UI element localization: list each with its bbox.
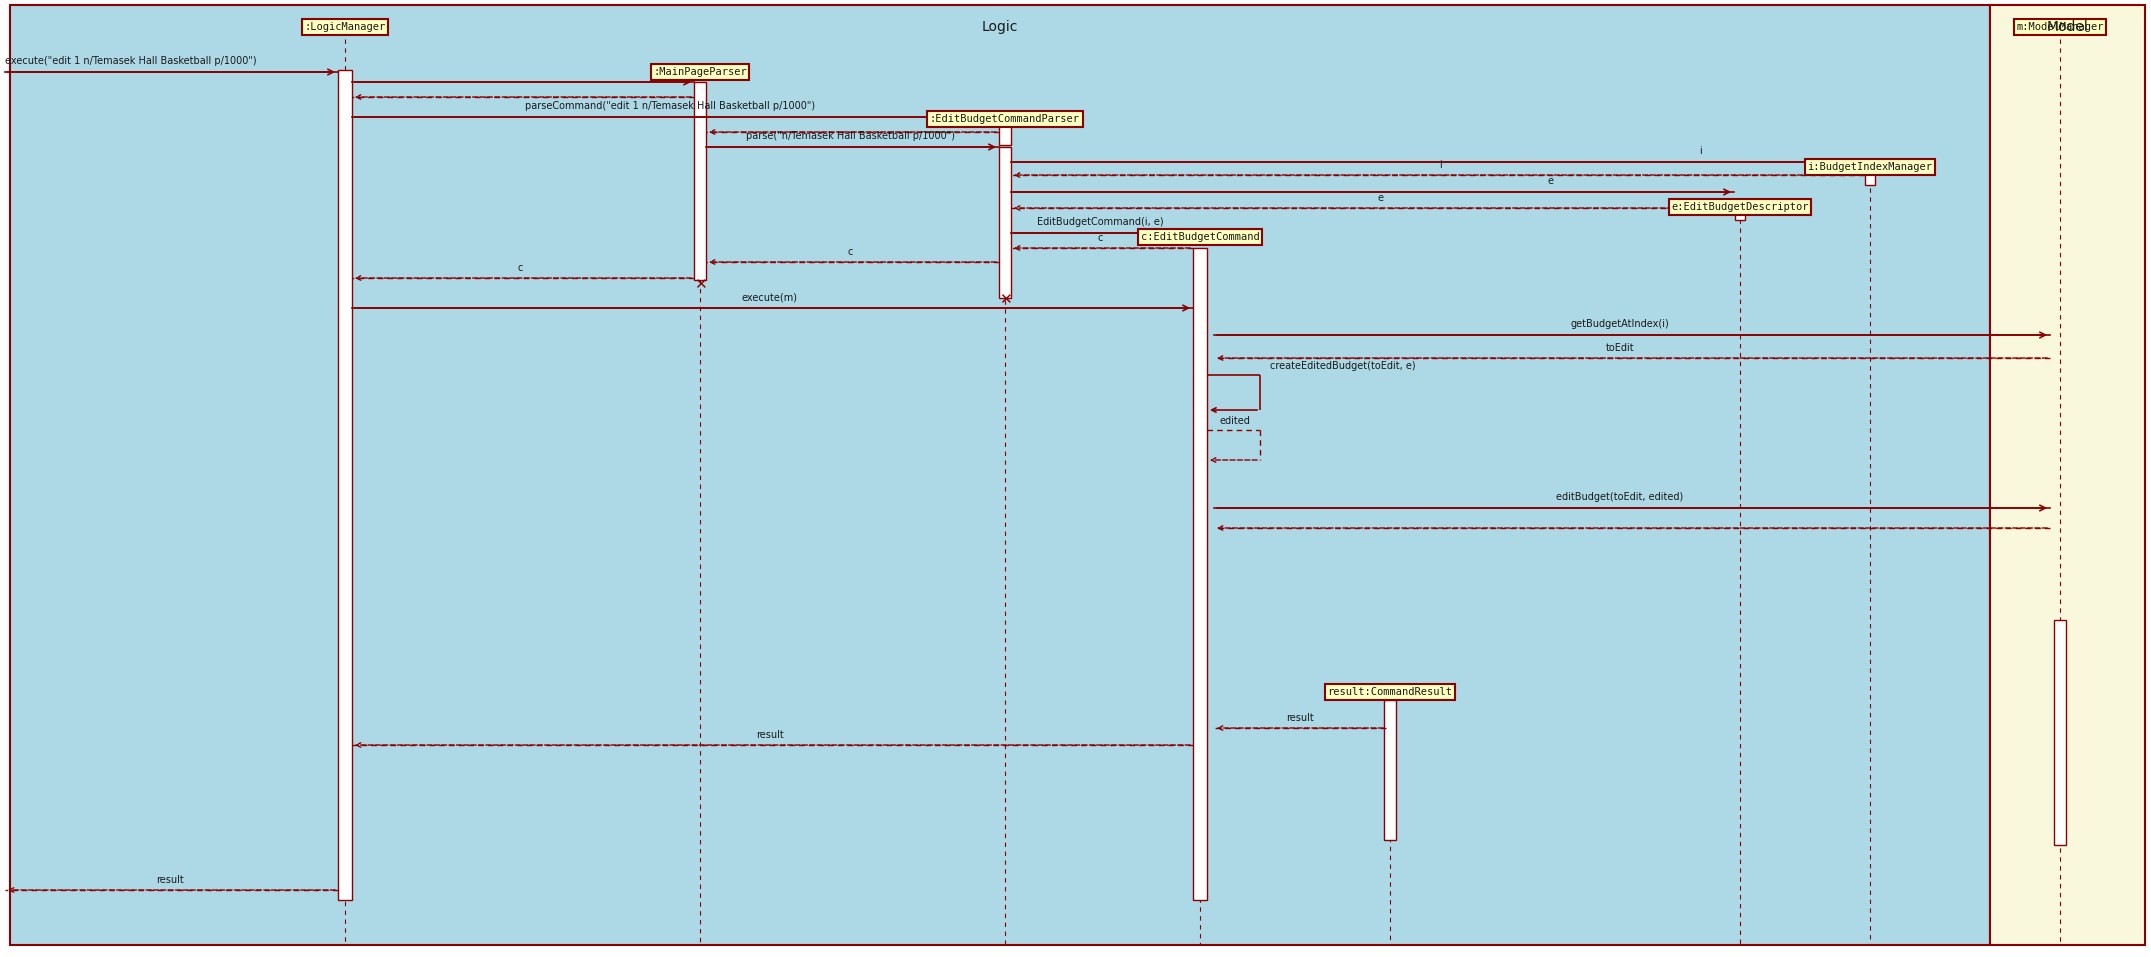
- Text: c: c: [847, 247, 852, 257]
- Bar: [695, 82, 706, 280]
- Text: result:CommandResult: result:CommandResult: [1327, 687, 1452, 697]
- Bar: [1865, 165, 1876, 185]
- Text: c:EditBudgetCommand: c:EditBudgetCommand: [1140, 232, 1258, 242]
- Text: e: e: [1547, 176, 1553, 186]
- Text: i: i: [1699, 146, 1701, 156]
- Text: toEdit: toEdit: [1605, 343, 1635, 353]
- Bar: [998, 120, 1011, 145]
- Text: i: i: [1439, 160, 1441, 170]
- Text: :MainPageParser: :MainPageParser: [654, 67, 746, 77]
- Text: EditBudgetCommand(i, e): EditBudgetCommand(i, e): [1037, 217, 1164, 227]
- Text: ✕: ✕: [998, 293, 1011, 307]
- Text: result: result: [757, 730, 783, 740]
- Text: :LogicManager: :LogicManager: [305, 22, 385, 32]
- Text: edited: edited: [1220, 416, 1252, 426]
- Text: getBudgetAtIndex(i): getBudgetAtIndex(i): [1570, 319, 1669, 329]
- Text: Logic: Logic: [981, 20, 1017, 34]
- Text: execute("edit 1 n/Temasek Hall Basketball p/1000"): execute("edit 1 n/Temasek Hall Basketbal…: [4, 56, 256, 66]
- Text: result: result: [1286, 713, 1314, 723]
- Text: c: c: [516, 263, 523, 273]
- Bar: [2054, 620, 2065, 845]
- Text: ✕: ✕: [693, 278, 706, 293]
- Text: m:ModelManager: m:ModelManager: [2015, 22, 2104, 32]
- Text: parseCommand("edit 1 n/Temasek Hall Basketball p/1000"): parseCommand("edit 1 n/Temasek Hall Bask…: [525, 101, 815, 111]
- Text: parse("n/Temasek Hall Basketball p/1000"): parse("n/Temasek Hall Basketball p/1000"…: [746, 131, 955, 141]
- Text: :EditBudgetCommandParser: :EditBudgetCommandParser: [929, 114, 1080, 124]
- Bar: [1194, 248, 1207, 900]
- Text: e: e: [1377, 193, 1383, 203]
- Text: e:EditBudgetDescriptor: e:EditBudgetDescriptor: [1671, 202, 1809, 212]
- Text: Model: Model: [2046, 20, 2089, 34]
- Text: c: c: [1097, 233, 1103, 243]
- Bar: [998, 147, 1011, 298]
- Text: execute(m): execute(m): [742, 292, 798, 302]
- Bar: [1736, 205, 1744, 220]
- Text: createEditedBudget(toEdit, e): createEditedBudget(toEdit, e): [1269, 361, 1415, 371]
- Bar: [1990, 5, 2145, 945]
- Bar: [1383, 700, 1396, 840]
- Text: i:BudgetIndexManager: i:BudgetIndexManager: [1807, 162, 1932, 172]
- Bar: [338, 70, 353, 900]
- Text: result: result: [157, 875, 183, 885]
- Text: editBudget(toEdit, edited): editBudget(toEdit, edited): [1557, 492, 1684, 502]
